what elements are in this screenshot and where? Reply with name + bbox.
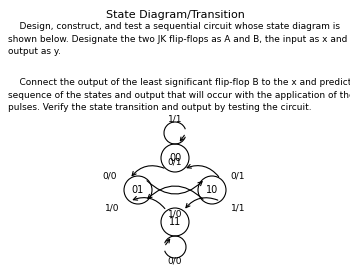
Text: 0/0: 0/0 (168, 256, 182, 266)
Text: 1/1: 1/1 (168, 115, 182, 124)
Text: 0/0: 0/0 (103, 172, 117, 181)
Text: 0/1: 0/1 (168, 158, 182, 167)
Text: 1/1: 1/1 (231, 204, 245, 213)
Text: 01: 01 (132, 185, 144, 195)
Text: 10: 10 (206, 185, 218, 195)
Text: 1/0: 1/0 (168, 210, 182, 218)
Text: State Diagram/Transition: State Diagram/Transition (106, 10, 244, 20)
Text: 00: 00 (169, 153, 181, 163)
Text: 1/0: 1/0 (105, 204, 119, 213)
Text: 0/1: 0/1 (231, 172, 245, 181)
Text: 11: 11 (169, 217, 181, 227)
Text: Connect the output of the least significant flip-flop B to the x and predict the: Connect the output of the least signific… (8, 78, 350, 112)
Text: Design, construct, and test a sequential circuit whose state diagram is
shown be: Design, construct, and test a sequential… (8, 22, 350, 56)
